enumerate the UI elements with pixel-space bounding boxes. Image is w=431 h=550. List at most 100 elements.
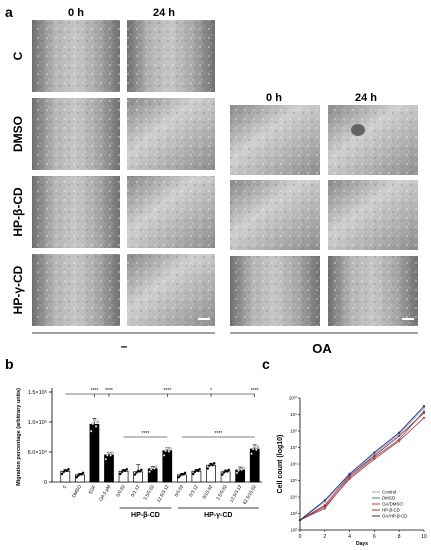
data-point: [240, 468, 243, 471]
series-point: [398, 434, 401, 438]
y-tick-label: 10⁵: [290, 478, 297, 483]
data-point: [253, 445, 256, 448]
data-point: [135, 471, 138, 474]
data-point: [104, 457, 108, 461]
data-point: [140, 468, 143, 472]
micrograph: [328, 105, 418, 175]
series-point: [422, 410, 426, 413]
micrograph: [127, 176, 215, 248]
x-tick-label: 10: [421, 534, 427, 540]
data-point: [191, 472, 195, 476]
series-point: [422, 405, 426, 408]
group-label-minus: –: [121, 339, 128, 353]
series-line: [299, 410, 425, 521]
y-tick-label: 10¹⁰: [289, 396, 298, 401]
data-point: [162, 454, 166, 457]
data-point: [89, 429, 93, 433]
y-axis-label: Cell count (log10): [277, 435, 284, 494]
data-point: [80, 473, 83, 476]
time-label-24h-oa: 24 h: [355, 92, 377, 104]
y-tick-label: 1.0×10⁵: [28, 419, 47, 426]
data-point: [62, 470, 65, 474]
x-tick-label: 4: [348, 534, 351, 540]
significance-stars: ****: [142, 431, 150, 437]
data-point: [60, 472, 64, 476]
y-tick-label: 10⁷: [290, 445, 297, 450]
scale-bar: [198, 318, 210, 320]
data-point: [177, 475, 180, 479]
data-point: [106, 453, 109, 457]
y-tick-label: 10⁹: [290, 412, 297, 417]
data-point: [96, 420, 99, 424]
data-point: [94, 425, 98, 428]
legend-label: OA/HP-β-CD: [382, 514, 407, 519]
data-point: [125, 468, 129, 471]
bar: [89, 424, 100, 483]
x-tick-label: DMSO: [71, 484, 82, 499]
x-tick-label: 12.5/3.12: [229, 484, 243, 503]
series-point: [323, 504, 326, 507]
y-tick-label: 10²: [290, 528, 297, 533]
significance-stars: *: [210, 388, 212, 394]
data-point: [67, 468, 70, 471]
data-point: [196, 469, 200, 473]
x-tick-label: 0/0.62: [115, 484, 126, 498]
y-tick-label: 10⁶: [290, 462, 297, 467]
series-point: [398, 439, 401, 442]
migration-bar-chart: 0 5.0×10⁴ 1.0×10⁵ 1.5×10⁵ Migration percenta…: [16, 388, 262, 519]
series-line: [299, 417, 425, 521]
panel-b-label: b: [5, 356, 14, 372]
data-point: [250, 452, 253, 455]
data-point: [109, 454, 112, 457]
series-line: [299, 405, 425, 521]
y-tick-label: 5.0×10⁴: [28, 449, 48, 456]
data-point: [93, 418, 96, 422]
series-point: [373, 456, 376, 459]
x-tick-label: 12.5/3.12: [156, 484, 170, 503]
time-label-0h-oa: 0 h: [266, 92, 282, 104]
data-point: [222, 471, 226, 474]
series-point: [373, 457, 376, 461]
y-axis-label: Migration percentage (arbitrary units): [16, 388, 22, 486]
micrograph: [127, 98, 215, 170]
x-tick-label: 0/15.62: [201, 484, 213, 500]
panel-a-label: a: [5, 4, 13, 20]
x-tick-label: 6: [373, 534, 376, 540]
data-point: [138, 470, 141, 473]
data-point: [221, 473, 224, 476]
scale-bar: [402, 318, 414, 320]
data-point: [75, 475, 78, 479]
x-tick-label: 2.5/0.62: [215, 484, 228, 501]
data-point: [169, 447, 172, 450]
x-tick-label: OA 5 μM: [98, 484, 111, 502]
x-tick-label: 2: [323, 534, 326, 540]
series-point: [373, 451, 376, 454]
data-point: [183, 471, 187, 475]
data-point: [107, 451, 111, 455]
x-tick-label: 0/3.12: [188, 484, 199, 498]
series-point: [373, 453, 376, 456]
data-point: [198, 468, 201, 471]
x-tick-label: 0: [299, 534, 302, 540]
data-point: [225, 470, 229, 473]
y-tick-label: 1.5×10⁵: [28, 389, 47, 396]
series-point: [323, 507, 326, 510]
data-point: [206, 467, 210, 470]
group-label-hp-gamma-cd: HP-γ-CD: [204, 512, 232, 519]
data-point: [208, 464, 211, 467]
micrograph: [32, 98, 120, 170]
micrograph-grid-oa: [230, 105, 418, 326]
series-point: [373, 454, 376, 457]
significance-stars: ****: [251, 388, 259, 394]
data-point: [77, 474, 80, 477]
y-tick-label: 10⁴: [290, 495, 297, 500]
micrograph: [230, 256, 320, 326]
micrograph: [328, 256, 418, 326]
data-point: [255, 448, 258, 451]
data-point: [167, 450, 171, 453]
row-label-hp-beta-cd: HP-β-CD: [11, 187, 25, 237]
data-point: [164, 449, 167, 453]
data-point: [91, 422, 95, 426]
data-point: [166, 447, 169, 450]
